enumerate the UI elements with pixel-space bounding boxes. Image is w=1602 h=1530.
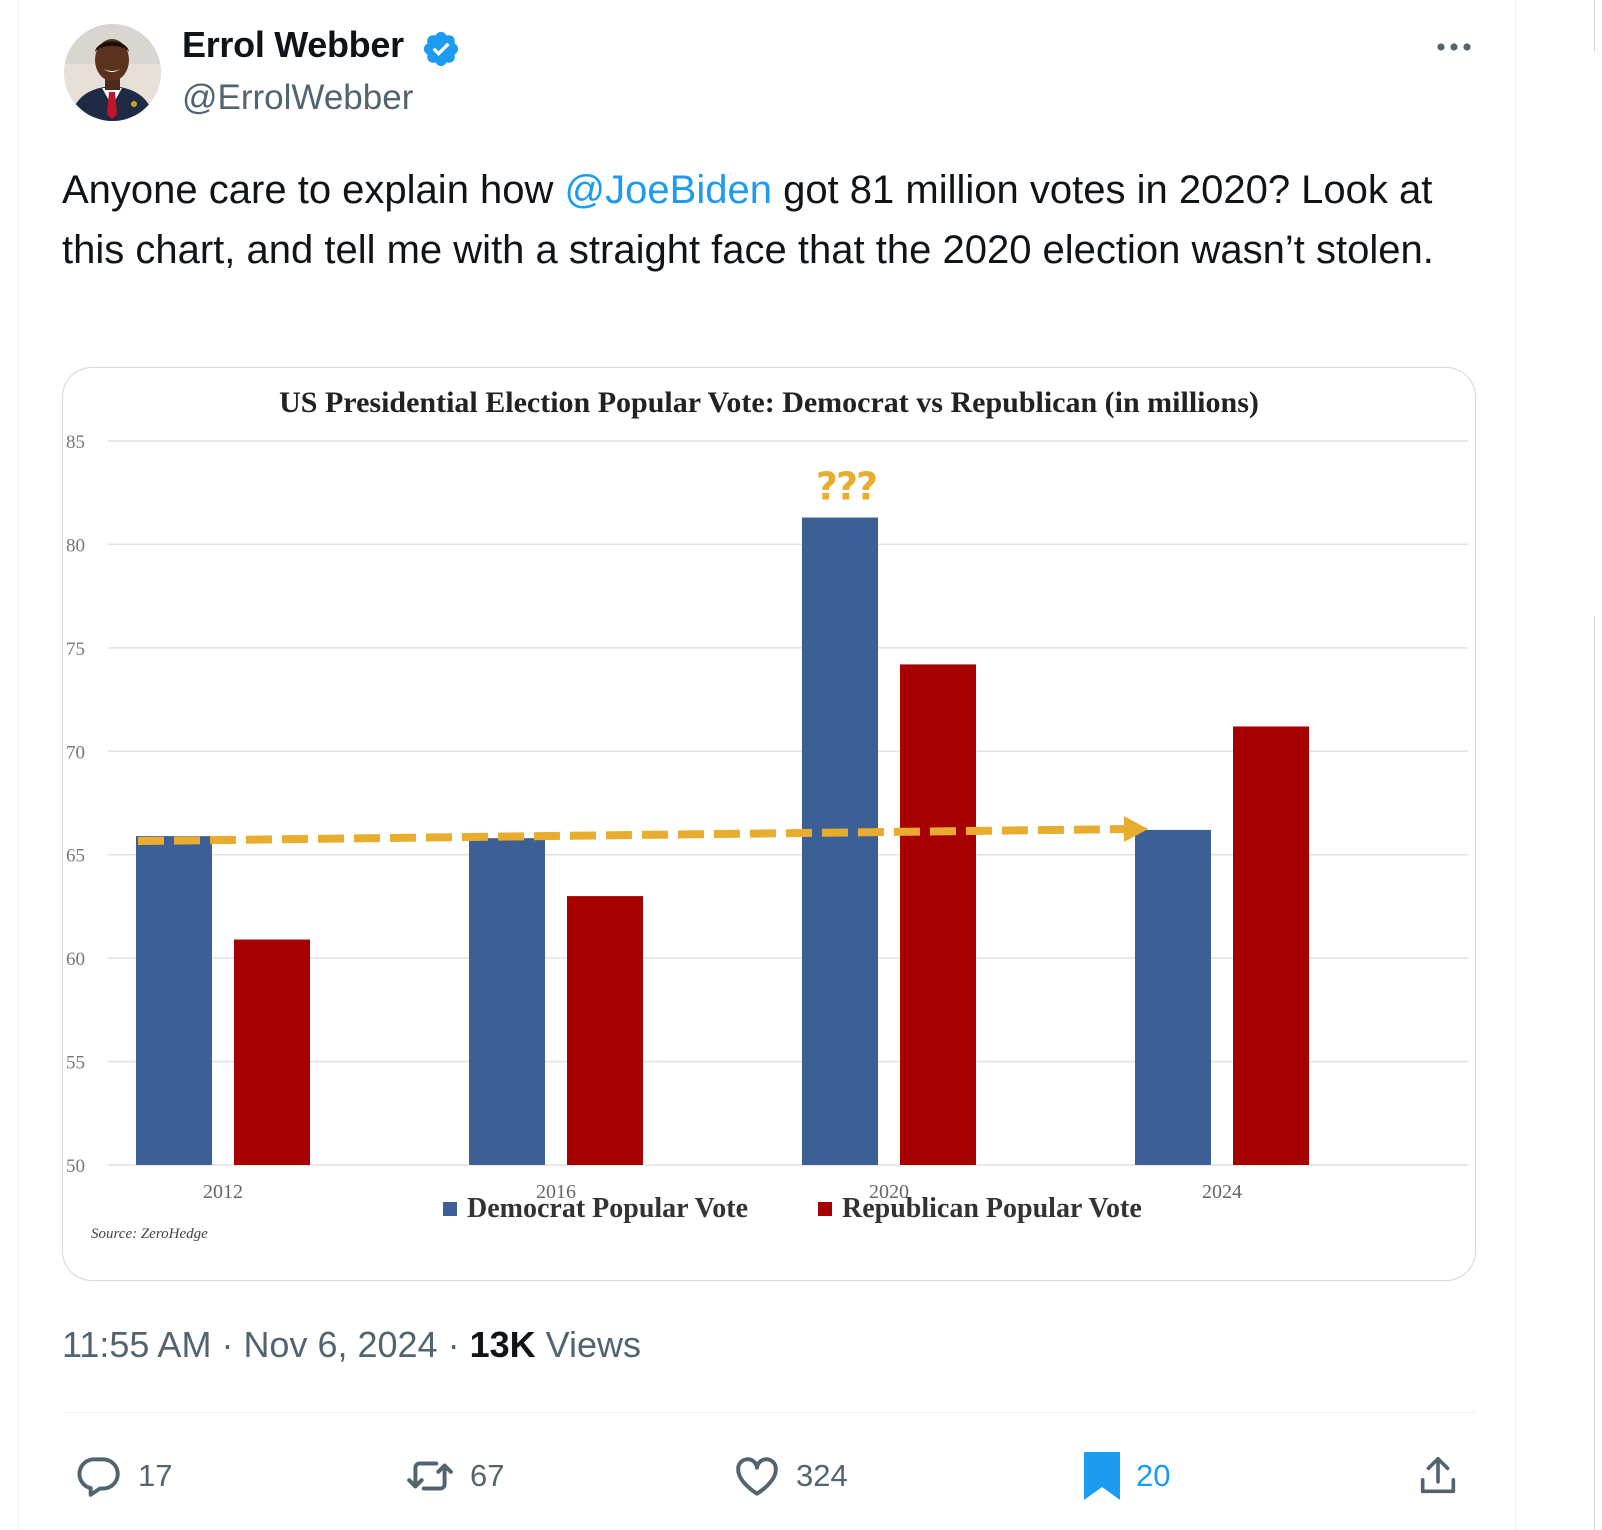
chart-title: US Presidential Election Popular Vote: D…: [279, 386, 1259, 419]
repost-button[interactable]: 67: [404, 1448, 504, 1504]
timeline-border-right: [1515, 0, 1516, 1530]
democrat-bar: [469, 838, 545, 1165]
sidebar-edge: [1590, 0, 1602, 1530]
reply-icon: [77, 1457, 120, 1497]
republican-bar: [234, 939, 310, 1165]
share-icon: [1420, 1456, 1456, 1494]
democrat-bar: [136, 836, 212, 1165]
legend-label: Democrat Popular Vote: [467, 1193, 748, 1224]
tweet-meta: 11:55 AM · Nov 6, 2024 · 13K Views: [62, 1324, 642, 1365]
more-icon[interactable]: [1432, 30, 1476, 64]
sidebar-card-border: [1594, 616, 1595, 1530]
democrat-bar: [1135, 829, 1211, 1165]
repost-icon: [407, 1461, 453, 1491]
y-tick-label: 70: [66, 742, 85, 763]
tweet-time[interactable]: 11:55 AM: [62, 1324, 212, 1365]
author-handle[interactable]: @ErrolWebber: [182, 78, 414, 117]
republican-bar: [567, 896, 643, 1165]
bar-chart: US Presidential Election Popular Vote: D…: [66, 386, 1468, 1242]
timeline-border-left: [18, 0, 19, 1530]
x-tick-label: 2012: [203, 1181, 243, 1203]
y-tick-label: 60: [66, 949, 85, 970]
chart-image[interactable]: US Presidential Election Popular Vote: D…: [62, 367, 1476, 1281]
legend-label: Republican Popular Vote: [842, 1193, 1142, 1224]
avatar[interactable]: [64, 24, 161, 121]
verified-badge-icon[interactable]: [421, 29, 461, 69]
trend-arrow-line: [137, 825, 1131, 846]
sidebar-card-border: [1594, 0, 1595, 52]
legend-swatch: [818, 1202, 832, 1216]
mention-link[interactable]: @JoeBiden: [564, 168, 772, 212]
tweet-date[interactable]: Nov 6, 2024: [243, 1324, 438, 1365]
legend-swatch: [443, 1202, 457, 1216]
views-label: Views: [545, 1324, 642, 1365]
reply-count: 17: [138, 1458, 173, 1493]
x-tick-label: 2024: [1202, 1181, 1242, 1203]
chart-source: Source: ZeroHedge: [91, 1226, 208, 1242]
y-tick-label: 75: [66, 639, 85, 660]
bookmark-count: 20: [1136, 1458, 1171, 1493]
divider: [62, 1412, 1476, 1413]
tweet-text: Anyone care to explain how @JoeBiden got…: [62, 160, 1502, 280]
share-button[interactable]: [1415, 1448, 1461, 1504]
republican-bar: [900, 664, 976, 1165]
y-tick-label: 65: [66, 846, 85, 867]
bookmark-icon: [1084, 1452, 1120, 1500]
y-tick-label: 80: [66, 535, 85, 556]
annotation-question-marks: ???: [816, 465, 876, 509]
avatar-image: [64, 24, 161, 121]
like-button[interactable]: 324: [732, 1448, 848, 1504]
x-tick-label: 2016: [536, 1181, 576, 1203]
bookmark-button[interactable]: 20: [1082, 1448, 1170, 1504]
repost-count: 67: [470, 1458, 505, 1493]
views-count: 13K: [469, 1324, 536, 1365]
trend-arrow-head: [1124, 816, 1148, 843]
y-tick-label: 50: [66, 1156, 85, 1177]
like-icon: [736, 1457, 778, 1496]
author-name[interactable]: Errol Webber: [182, 24, 404, 65]
like-count: 324: [796, 1458, 848, 1493]
republican-bar: [1233, 726, 1309, 1165]
y-tick-label: 85: [66, 432, 85, 453]
tweet-text-part: Anyone care to explain how: [62, 168, 565, 212]
tweet-text-part: got 81 million votes in 2020? Look at th…: [62, 168, 1434, 272]
y-tick-label: 55: [66, 1053, 85, 1074]
x-tick-label: 2020: [869, 1181, 909, 1203]
democrat-bar: [802, 517, 878, 1165]
reply-button[interactable]: 17: [74, 1448, 172, 1504]
